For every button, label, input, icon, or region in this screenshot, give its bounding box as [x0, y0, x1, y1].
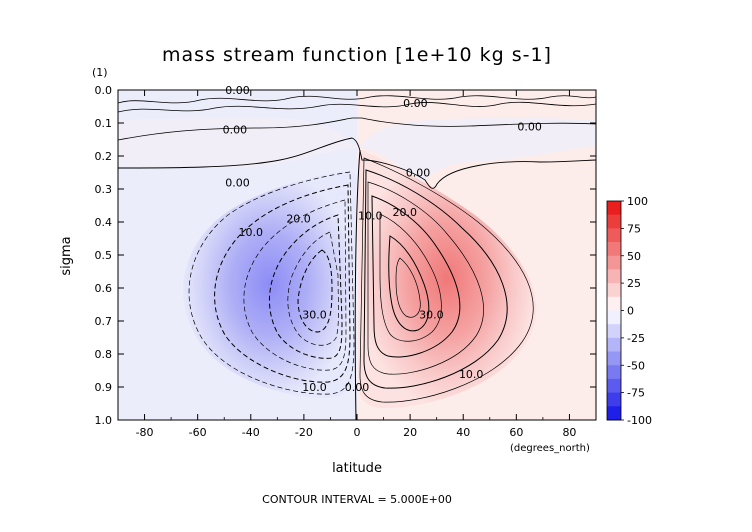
- colorbar-label: -50: [627, 359, 645, 372]
- contour-label: 20.0: [286, 213, 311, 226]
- contour-neg-15: [243, 199, 347, 371]
- x-unit-label: (degrees_north): [510, 443, 590, 454]
- contour-label: 0.00: [406, 167, 431, 180]
- contour-label: 20.0: [393, 206, 418, 219]
- colorbar: 100 75 50 25 0 -25 -50 -75 -100: [606, 195, 652, 427]
- contour-pos-20: [371, 195, 461, 358]
- contour-neg-25: [287, 231, 339, 346]
- colorbar-label: 0: [627, 305, 634, 318]
- contour-pos-35: [395, 257, 421, 318]
- x-tick-label: -20: [295, 426, 313, 439]
- y-tick-label: 0.2: [95, 150, 113, 163]
- contour-label: 10.0: [239, 226, 264, 239]
- contour-neg-30: [297, 249, 333, 333]
- contour-zero-upper: [118, 95, 596, 104]
- colorbar-swatch: [607, 351, 621, 366]
- chart-title: mass stream function [1e+10 kg s-1]: [162, 44, 552, 66]
- contour-label: 10.0: [459, 368, 484, 381]
- colorbar-swatch: [607, 378, 621, 394]
- colorbar-label: -100: [627, 414, 652, 427]
- colorbar-swatch: [607, 214, 621, 229]
- x-tick-label: -60: [189, 426, 207, 439]
- x-tick-label: 40: [456, 426, 470, 439]
- y-tick-label: 0.4: [95, 216, 113, 229]
- contour-zero-equator: [354, 149, 361, 420]
- contour-pos-10: [363, 169, 508, 389]
- colorbar-label: 75: [627, 222, 641, 235]
- colorbar-swatch: [607, 406, 621, 421]
- contour-pos-30: [388, 235, 430, 332]
- colorbar-label: -75: [627, 387, 645, 400]
- contour-zero-tropopause: [118, 137, 596, 189]
- colorbar-swatch: [607, 255, 621, 270]
- y-tick-label: 0.9: [95, 381, 113, 394]
- contour-pos-25: [379, 213, 442, 342]
- colorbar-label: -25: [627, 332, 645, 345]
- colorbar-swatch: [607, 283, 621, 298]
- contour-label: 0.00: [223, 124, 248, 137]
- contour-label: 10.0: [358, 209, 383, 222]
- contour-zero-mid: [118, 117, 596, 141]
- x-axis-label: latitude: [332, 461, 382, 476]
- x-tick-label: 0: [354, 426, 361, 439]
- colorbar-swatch: [607, 324, 621, 339]
- colorbar-swatch: [607, 228, 621, 243]
- colorbar-swatch: [607, 337, 621, 353]
- y-tick-label: 0.0: [95, 84, 113, 97]
- y-tick-label: 0.1: [95, 117, 113, 130]
- northern-cell-fill: [358, 150, 537, 409]
- y-tick-label: 1.0: [95, 414, 113, 427]
- x-tick-label: -40: [242, 426, 260, 439]
- colorbar-swatch: [607, 269, 621, 284]
- contour-label: 0.00: [517, 120, 542, 133]
- contour-label: 0.00: [403, 97, 428, 110]
- positive-contours: [359, 157, 534, 403]
- x-axis: -80 -60 -40 -20 0 20 40 60 80: [117, 90, 597, 439]
- contour-lines: [118, 95, 596, 420]
- contour-interval: CONTOUR INTERVAL = 5.000E+00: [262, 493, 452, 506]
- contour-neg-5: [188, 171, 355, 395]
- unit-label: (1): [92, 66, 108, 79]
- contour-label: 0.00: [225, 176, 250, 189]
- colorbar-label: 50: [627, 250, 641, 263]
- x-tick-label: 80: [562, 426, 576, 439]
- colorbar-swatch: [607, 296, 621, 311]
- contour-neg-20: [269, 214, 343, 359]
- colorbar-label: 100: [627, 195, 648, 208]
- y-axis: 0.0 0.1 0.2 0.3 0.4 0.5 0.6 0.7 0.8 0.9 1.0: [95, 84, 596, 427]
- colorbar-swatch: [607, 310, 621, 325]
- x-tick-label: 20: [403, 426, 417, 439]
- negative-contours: [188, 171, 355, 395]
- x-tick-label: -80: [136, 426, 154, 439]
- contour-label: 30.0: [302, 308, 327, 321]
- contour-zero-upper-2: [118, 101, 596, 113]
- upper-zero-band: [118, 117, 596, 185]
- y-tick-label: 0.3: [95, 183, 113, 196]
- x-tick-label: 60: [509, 426, 523, 439]
- contour-label: 30.0: [419, 308, 444, 321]
- y-tick-label: 0.6: [95, 282, 113, 295]
- plot-area: [118, 90, 596, 420]
- contour-label: 10.0: [302, 381, 327, 394]
- colorbar-swatch: [607, 392, 621, 407]
- colorbar-swatch: [607, 365, 621, 380]
- colorbar-swatch: [607, 201, 621, 216]
- contour-pos-15: [367, 181, 484, 375]
- contour-label: 0.00: [345, 381, 370, 394]
- y-tick-label: 0.8: [95, 348, 113, 361]
- contour-labels: 0.00 0.00 0.00 0.00 0.00 0.00 10.0 20.0 30.0 10.0…: [223, 84, 542, 394]
- y-axis-label: sigma: [59, 236, 74, 275]
- y-tick-label: 0.5: [95, 249, 113, 262]
- y-tick-label: 0.7: [95, 315, 113, 328]
- colorbar-swatch: [607, 242, 621, 257]
- contour-pos-5: [359, 157, 534, 403]
- colorbar-label: 25: [627, 277, 641, 290]
- contour-neg-10: [214, 184, 351, 383]
